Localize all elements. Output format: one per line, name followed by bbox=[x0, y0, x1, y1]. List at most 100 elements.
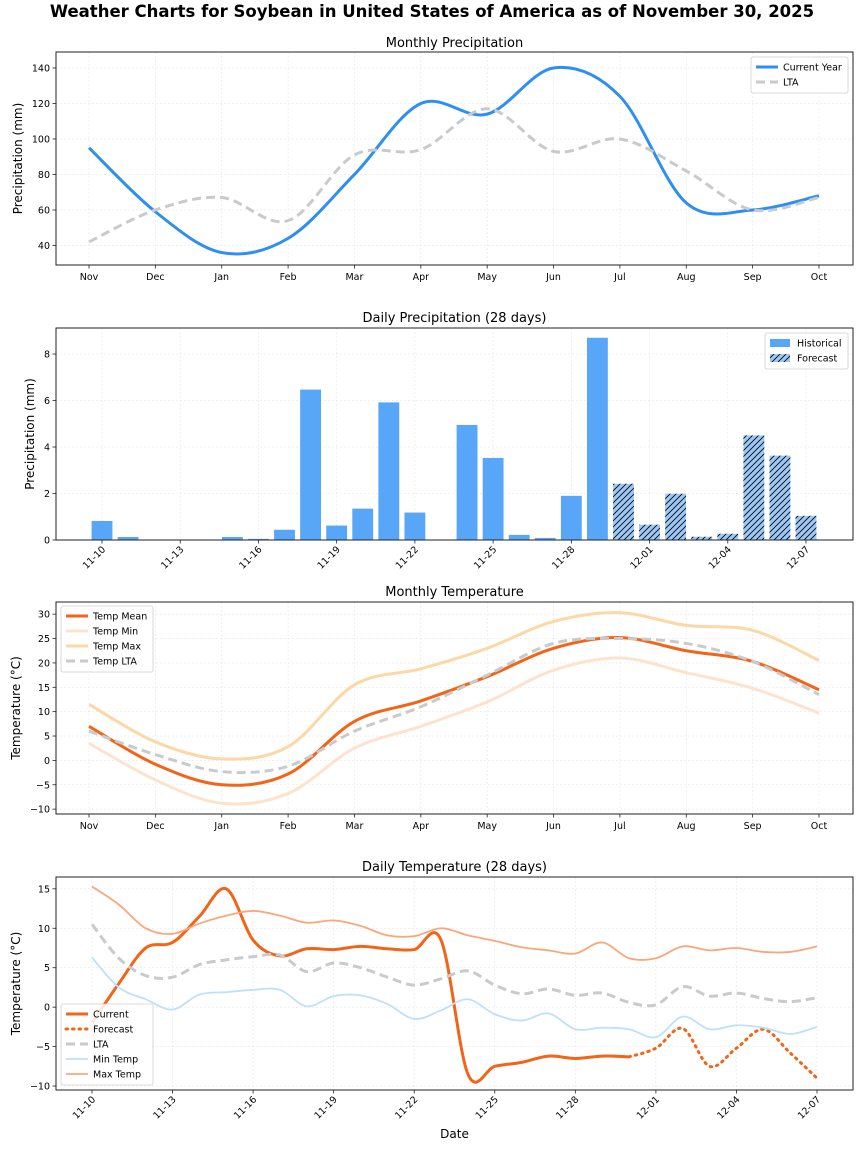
daily-precipitation-chart: Daily Precipitation (28 days) 0 2 4 6 8 11-10 1… bbox=[23, 311, 854, 572]
x-tick-label: Oct bbox=[811, 272, 828, 283]
legend: Historical Forecast bbox=[764, 332, 849, 370]
y-tick-label: 120 bbox=[32, 99, 50, 110]
x-tick-label: May bbox=[477, 272, 497, 283]
x-tick-label: 12-01 bbox=[635, 1094, 662, 1121]
plot-frame bbox=[55, 327, 854, 541]
x-tick-label: 11-28 bbox=[550, 544, 577, 571]
y-tick-label: 8 bbox=[44, 350, 50, 361]
historical-bar bbox=[378, 402, 400, 540]
y-tick-label: 10 bbox=[38, 707, 50, 718]
legend-box bbox=[60, 1003, 154, 1086]
daily-temperature-chart: Daily Temperature (28 days) −10 −5 0 5 10 15 11… bbox=[9, 860, 854, 1141]
historical-bar bbox=[534, 537, 556, 540]
x-tick-label: 11-13 bbox=[151, 1094, 178, 1121]
forecast-bar bbox=[691, 536, 713, 540]
legend-label: LTA bbox=[783, 78, 799, 89]
series-line-temp-lta bbox=[88, 636, 820, 775]
y-tick-label: 0 bbox=[44, 756, 50, 767]
historical-bar bbox=[508, 534, 530, 540]
plot-frame bbox=[55, 51, 854, 266]
y-tick-label: 6 bbox=[44, 396, 50, 407]
x-tick-label: 11-13 bbox=[159, 544, 186, 571]
chart-title: Daily Temperature (28 days) bbox=[362, 860, 547, 875]
x-tick-label: Nov bbox=[80, 821, 99, 832]
series-line-current bbox=[90, 887, 630, 1084]
y-tick-label: −5 bbox=[36, 780, 50, 791]
series-line-temp-min bbox=[88, 656, 820, 806]
series-line-lta bbox=[90, 923, 818, 1008]
y-tick-label: 80 bbox=[38, 170, 50, 181]
x-tick-label: Sep bbox=[744, 821, 762, 832]
legend-label: Current Year bbox=[783, 63, 842, 74]
x-tick-label: 11-22 bbox=[393, 1094, 420, 1121]
x-tick-label: 11-25 bbox=[474, 1094, 501, 1121]
y-tick-label: 60 bbox=[38, 205, 50, 216]
historical-bar bbox=[248, 538, 269, 540]
legend-label: Temp LTA bbox=[92, 657, 137, 668]
x-tick-label: Apr bbox=[413, 821, 430, 832]
chart-title: Monthly Temperature bbox=[385, 585, 524, 600]
figure-title: Weather Charts for Soybean in United Sta… bbox=[49, 2, 815, 21]
x-tick-label: 12-04 bbox=[707, 544, 734, 571]
x-tick-label: 12-04 bbox=[715, 1094, 742, 1121]
x-tick-label: Jun bbox=[545, 821, 561, 832]
legend: Current Year LTA bbox=[750, 56, 849, 94]
plot-frame bbox=[55, 876, 854, 1091]
y-tick-label: 0 bbox=[44, 1003, 50, 1014]
y-tick-label: 100 bbox=[32, 134, 50, 145]
y-tick-label: 5 bbox=[44, 732, 50, 743]
y-axis-label: Precipitation (mm) bbox=[23, 378, 37, 490]
series-line-temp-max bbox=[88, 611, 820, 761]
historical-bar bbox=[482, 457, 504, 540]
y-tick-label: 10 bbox=[38, 924, 50, 935]
legend-label: Historical bbox=[797, 339, 842, 350]
legend-box bbox=[60, 605, 154, 673]
x-tick-label: 12-07 bbox=[796, 1094, 823, 1121]
legend-label: Temp Mean bbox=[92, 612, 147, 623]
legend-label: Current bbox=[93, 1010, 129, 1021]
x-tick-label: 11-16 bbox=[232, 1094, 259, 1121]
forecast-bar bbox=[795, 515, 817, 540]
legend-swatch-historical bbox=[770, 339, 790, 347]
series-line-forecast bbox=[627, 1026, 819, 1080]
chart-title: Monthly Precipitation bbox=[386, 36, 523, 51]
legend-label: Forecast bbox=[93, 1025, 133, 1036]
forecast-bar bbox=[769, 455, 791, 540]
x-tick-label: Dec bbox=[146, 821, 164, 832]
y-tick-label: 20 bbox=[38, 658, 50, 669]
plot-frame bbox=[55, 601, 854, 815]
x-tick-label: 11-22 bbox=[394, 544, 421, 571]
y-axis-label: Temperature (°C) bbox=[9, 932, 23, 1037]
x-tick-label: Jun bbox=[545, 272, 561, 283]
series-line-max-temp bbox=[91, 885, 818, 961]
y-tick-label: 2 bbox=[44, 489, 50, 500]
x-tick-label: Oct bbox=[811, 821, 828, 832]
legend: Temp Mean Temp Min Temp Max Temp LTA bbox=[60, 605, 154, 673]
y-tick-label: 4 bbox=[44, 443, 50, 454]
monthly-temperature-chart: Monthly Temperature −10 −5 0 5 10 15 20 25 30 Nov D… bbox=[9, 585, 854, 832]
historical-bar bbox=[300, 389, 322, 540]
x-tick-label: 11-19 bbox=[315, 544, 342, 571]
historical-bar bbox=[326, 525, 348, 540]
series-line-lta bbox=[88, 107, 820, 244]
legend-label: LTA bbox=[93, 1040, 109, 1051]
historical-bar bbox=[274, 529, 295, 540]
y-tick-label: 30 bbox=[38, 610, 50, 621]
y-tick-label: 5 bbox=[44, 963, 50, 974]
series-line-current-year bbox=[87, 65, 820, 256]
forecast-bar bbox=[717, 533, 739, 540]
historical-bar bbox=[117, 536, 139, 540]
legend-label: Forecast bbox=[797, 354, 837, 365]
y-axis-label: Temperature (°C) bbox=[9, 656, 23, 761]
legend-label: Min Temp bbox=[93, 1055, 138, 1066]
x-tick-label: Nov bbox=[80, 272, 99, 283]
x-tick-label: May bbox=[477, 821, 497, 832]
x-tick-label: 11-19 bbox=[312, 1094, 339, 1121]
x-axis-label: Date bbox=[440, 1127, 469, 1141]
forecast-bar bbox=[665, 493, 687, 540]
x-tick-label: Mar bbox=[345, 821, 363, 832]
x-tick-label: Jan bbox=[213, 821, 229, 832]
y-tick-label: 25 bbox=[38, 634, 50, 645]
x-tick-label: Jan bbox=[213, 272, 229, 283]
